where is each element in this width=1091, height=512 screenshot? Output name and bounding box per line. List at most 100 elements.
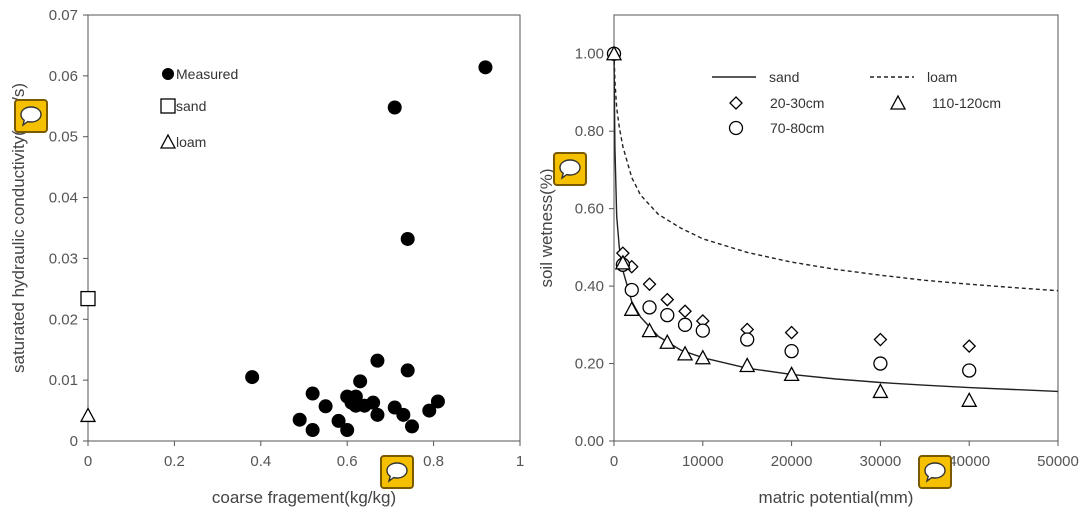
point-110-120cm — [623, 300, 640, 316]
point-measured — [396, 407, 411, 422]
speech-bubble-icon[interactable] — [918, 455, 952, 489]
point-70-80cm — [740, 332, 755, 347]
point-70-80cm — [784, 344, 799, 359]
point-110-120cm — [694, 349, 711, 365]
x-tick-label: 1 — [516, 453, 524, 470]
y-tick-label: 0.04 — [49, 190, 78, 207]
point-measured — [387, 100, 402, 115]
y-tick-label: 0.60 — [575, 201, 604, 218]
point-110-120cm — [605, 45, 623, 61]
y-tick-label: 0 — [70, 433, 78, 450]
speech-bubble-glyph — [924, 462, 946, 483]
curve-loam — [613, 53, 1059, 292]
legend-label-110-120cm: 110-120cm — [932, 95, 1001, 111]
x-tick-label: 30000 — [860, 453, 902, 470]
point-70-80cm — [624, 282, 639, 298]
y-tick-label: 0.05 — [49, 129, 78, 146]
speech-bubble-glyph — [20, 106, 42, 127]
y-tick-label: 0.40 — [575, 278, 604, 295]
point-measured — [292, 412, 307, 427]
plot-frame — [87, 14, 521, 442]
point-20-30cm — [678, 304, 692, 319]
legend-marker-70-80cm — [728, 120, 744, 136]
point-measured — [430, 394, 445, 409]
point-70-80cm — [962, 363, 977, 378]
y-axis-label: soil wetness(%) — [537, 168, 556, 287]
point-70-80cm — [873, 356, 888, 371]
y-tick-label: 0.02 — [49, 311, 78, 328]
point-measured — [400, 231, 415, 246]
speech-bubble-icon[interactable] — [14, 99, 48, 133]
point-loam — [79, 407, 97, 423]
speech-bubble-glyph — [559, 159, 581, 180]
x-tick-label: 0.2 — [164, 453, 185, 470]
y-tick-label: 0.80 — [575, 123, 604, 140]
speech-bubble-icon[interactable] — [553, 152, 587, 186]
point-measured — [305, 423, 320, 438]
y-tick-label: 0.03 — [49, 250, 78, 267]
x-tick-label: 0.6 — [337, 453, 358, 470]
speech-bubble-icon[interactable] — [380, 455, 414, 489]
point-measured — [331, 413, 346, 428]
x-tick-label: 0.4 — [250, 453, 271, 470]
point-70-80cm — [695, 323, 710, 338]
point-20-30cm — [642, 277, 657, 292]
x-tick-label: 0 — [84, 453, 92, 470]
legend-label-loam: loam — [176, 134, 206, 150]
x-axis-label: matric potential(mm) — [759, 488, 914, 507]
legend-marker-measured — [162, 68, 174, 80]
point-70-80cm — [642, 300, 657, 315]
point-20-30cm — [660, 292, 675, 307]
legend-marker-110-120cm — [889, 94, 907, 110]
x-tick-label: 0.8 — [423, 453, 444, 470]
point-measured — [370, 407, 385, 422]
x-tick-label: 50000 — [1037, 453, 1079, 470]
point-measured — [400, 363, 415, 378]
point-measured — [422, 403, 437, 418]
legend-label-loam: loam — [927, 69, 957, 85]
point-measured — [405, 419, 419, 434]
point-sand — [80, 290, 96, 307]
speech-bubble-glyph — [386, 462, 408, 483]
point-measured — [318, 399, 333, 414]
point-110-120cm — [783, 366, 800, 382]
point-measured — [305, 386, 320, 401]
legend-label-measured: Measured — [176, 66, 238, 82]
y-tick-label: 0.00 — [575, 433, 604, 450]
point-70-80cm — [677, 317, 693, 332]
curve-sand — [613, 53, 1059, 393]
point-110-120cm — [676, 345, 694, 361]
y-tick-label: 1.00 — [575, 46, 604, 63]
plot-frame — [613, 14, 1059, 442]
point-110-120cm — [659, 333, 676, 349]
y-tick-label: 0.06 — [49, 68, 78, 85]
legend-marker-loam — [159, 133, 177, 149]
point-measured — [353, 374, 368, 389]
legend-marker-20-30cm — [729, 96, 743, 110]
legend-label-sand: sand — [769, 69, 799, 85]
legend-label-70-80cm: 70-80cm — [770, 120, 824, 136]
point-110-120cm — [961, 391, 978, 407]
point-110-120cm — [739, 357, 756, 373]
x-tick-label: 20000 — [771, 453, 813, 470]
x-tick-label: 40000 — [948, 453, 990, 470]
y-tick-label: 0.20 — [575, 356, 604, 373]
x-tick-label: 10000 — [682, 453, 724, 470]
x-axis-label: coarse fragement(kg/kg) — [212, 488, 396, 507]
x-tick-label: 0 — [610, 453, 618, 470]
legend-label-20-30cm: 20-30cm — [770, 95, 824, 111]
point-20-30cm — [873, 332, 888, 347]
y-tick-label: 0.07 — [49, 7, 78, 24]
point-70-80cm — [660, 307, 675, 323]
legend-marker-sand — [160, 98, 176, 114]
point-110-120cm — [614, 254, 631, 270]
point-measured — [370, 353, 385, 368]
point-110-120cm — [641, 322, 658, 338]
legend-label-sand: sand — [176, 98, 206, 114]
point-110-120cm — [872, 383, 889, 399]
point-measured — [366, 395, 381, 410]
point-measured — [245, 370, 260, 385]
point-measured — [340, 423, 355, 438]
point-20-30cm — [962, 339, 977, 354]
